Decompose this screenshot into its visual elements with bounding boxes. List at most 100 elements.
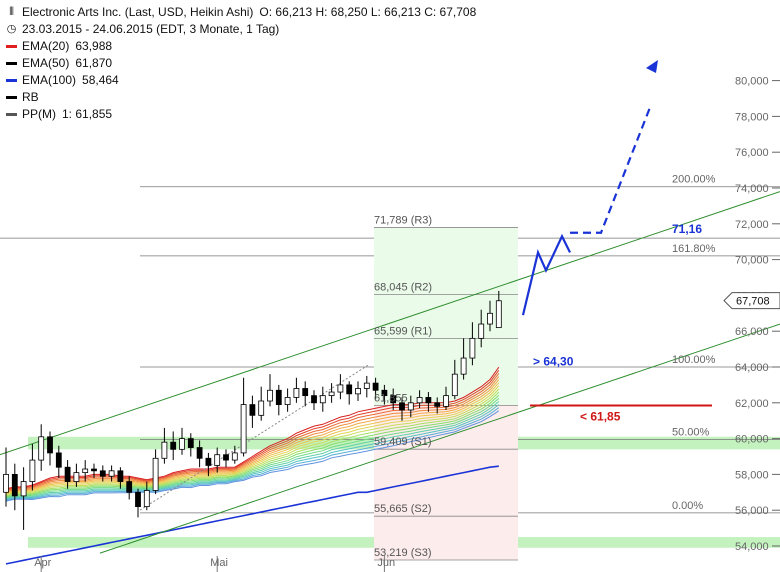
ema-ribbon-line bbox=[5, 398, 500, 498]
time-axis: Apr Mai Jun bbox=[34, 556, 395, 572]
legend-period: 23.03.2015 - 24.06.2015 (EDT, 3 Monate, … bbox=[22, 22, 280, 36]
ema-ribbon-line bbox=[5, 391, 500, 497]
candle-body bbox=[487, 312, 493, 325]
candle-body bbox=[223, 454, 229, 461]
candle-body bbox=[407, 402, 414, 411]
heikin-ashi-candles bbox=[3, 290, 502, 530]
candle-body bbox=[143, 490, 150, 508]
y-tick-label: 70,000 bbox=[735, 255, 769, 267]
candle-body bbox=[267, 389, 273, 402]
candle-body bbox=[434, 402, 441, 407]
y-tick-label: 62,000 bbox=[735, 398, 769, 410]
ema-ribbon bbox=[5, 366, 500, 565]
price-axis: 54,000 56,000 58,000 60,000 62,000 64,000 66,0… bbox=[672, 0, 780, 553]
candle-body bbox=[108, 470, 115, 477]
trend-lower-line bbox=[99, 323, 780, 554]
legend-period-row: ◷ 23.03.2015 - 24.06.2015 (EDT, 3 Monate… bbox=[4, 21, 476, 38]
candle-body bbox=[73, 472, 80, 482]
annotation-71-16: 71,16 bbox=[672, 222, 702, 236]
candle-body bbox=[117, 470, 124, 482]
candle-body bbox=[38, 436, 45, 461]
candle-body bbox=[390, 395, 397, 404]
pivot-label: 71,789 (R3) bbox=[374, 215, 432, 227]
candle-body bbox=[29, 459, 36, 482]
legend-item-ema20[interactable]: EMA(20) 63,988 bbox=[4, 38, 476, 55]
ema-ribbon-line bbox=[5, 370, 500, 491]
candle-body bbox=[495, 300, 502, 329]
candle-body bbox=[152, 457, 159, 491]
pivot-label: 55,665 (S2) bbox=[374, 503, 431, 515]
candle-body bbox=[451, 373, 458, 397]
candle-body bbox=[135, 491, 141, 508]
candle-body bbox=[293, 388, 300, 398]
candle-body bbox=[249, 404, 256, 416]
annotation-61-85: < 61,85 bbox=[580, 409, 621, 423]
candle-body bbox=[284, 397, 291, 405]
pivot-label: 65,599 (R1) bbox=[374, 325, 432, 337]
candle-body bbox=[91, 468, 97, 472]
legend-item-pp[interactable]: PP(M) 1: 61,855 bbox=[4, 106, 476, 123]
legend-item-ema50[interactable]: EMA(50) 61,870 bbox=[4, 55, 476, 72]
fib-label: 161.80% bbox=[672, 243, 716, 255]
legend-item-rb[interactable]: RB bbox=[4, 89, 476, 106]
candle-body bbox=[443, 395, 449, 407]
candle-body bbox=[302, 388, 309, 397]
y-tick-label: 58,000 bbox=[735, 469, 769, 481]
candle-body bbox=[20, 481, 27, 497]
candle-body bbox=[311, 395, 317, 404]
legend-swatch-ema20 bbox=[6, 45, 17, 48]
forecast-solid-line bbox=[521, 233, 571, 316]
ema-ribbon-line bbox=[5, 407, 500, 501]
candle-body bbox=[363, 382, 370, 389]
candle-body bbox=[258, 400, 265, 416]
ema-ribbon-line bbox=[5, 373, 500, 491]
x-tick-label: Mai bbox=[210, 557, 228, 569]
fib-label: 200.00% bbox=[672, 174, 716, 186]
candle-body bbox=[355, 388, 361, 395]
last-price-label: 67,708 bbox=[736, 296, 770, 308]
candle-body bbox=[372, 382, 379, 391]
ema-ribbon-line bbox=[5, 394, 500, 498]
legend-item-ema100[interactable]: EMA(100) 58,464 bbox=[4, 72, 476, 89]
y-tick-label: 72,000 bbox=[735, 219, 769, 231]
x-tick-label: Apr bbox=[34, 557, 51, 569]
trend-channel bbox=[0, 191, 780, 554]
candle-body bbox=[179, 438, 185, 450]
y-tick-label: 56,000 bbox=[735, 505, 769, 517]
candle-body bbox=[126, 481, 133, 493]
candle-body bbox=[161, 441, 168, 459]
forecast-dashed-line bbox=[570, 107, 652, 234]
legend-ohlc: O: 66,213 H: 68,250 L: 66,213 C: 67,708 bbox=[259, 5, 477, 19]
candle-body bbox=[328, 391, 335, 397]
candle-body bbox=[460, 357, 467, 375]
legend-value: 63,988 bbox=[75, 39, 113, 53]
candle-chart-icon: ⫴ bbox=[9, 6, 14, 18]
y-tick-label: 76,000 bbox=[735, 147, 769, 159]
legend-title: Electronic Arts Inc. (Last, USD, Heikin … bbox=[22, 5, 254, 19]
ema100-line bbox=[5, 465, 499, 565]
chart-legend: ⫴ Electronic Arts Inc. (Last, USD, Heiki… bbox=[4, 4, 476, 123]
candle-body bbox=[337, 384, 344, 393]
legend-title-row: ⫴ Electronic Arts Inc. (Last, USD, Heiki… bbox=[4, 4, 476, 21]
ema-ribbon-line bbox=[5, 366, 500, 490]
candle-body bbox=[416, 397, 423, 404]
pivot-label: 59,409 (S1) bbox=[374, 436, 431, 448]
legend-value: 58,464 bbox=[82, 73, 119, 87]
candle-body bbox=[346, 384, 353, 395]
candle-body bbox=[381, 389, 388, 397]
ema-ribbon-line bbox=[5, 401, 500, 499]
forecast-path bbox=[521, 60, 712, 407]
candle-body bbox=[170, 441, 177, 450]
clock-icon: ◷ bbox=[6, 23, 17, 35]
ema-ribbon-line bbox=[5, 404, 500, 500]
legend-label: EMA(50) bbox=[22, 56, 70, 70]
y-tick-label: 54,000 bbox=[735, 541, 769, 553]
legend-label: PP(M) bbox=[22, 107, 56, 121]
legend-swatch-ema100 bbox=[6, 79, 17, 82]
pivot-zone-upper bbox=[374, 227, 518, 406]
candle-body bbox=[231, 452, 238, 461]
candle-body bbox=[64, 466, 71, 482]
y-tick-label: 66,000 bbox=[735, 326, 769, 338]
candle-body bbox=[99, 470, 106, 477]
